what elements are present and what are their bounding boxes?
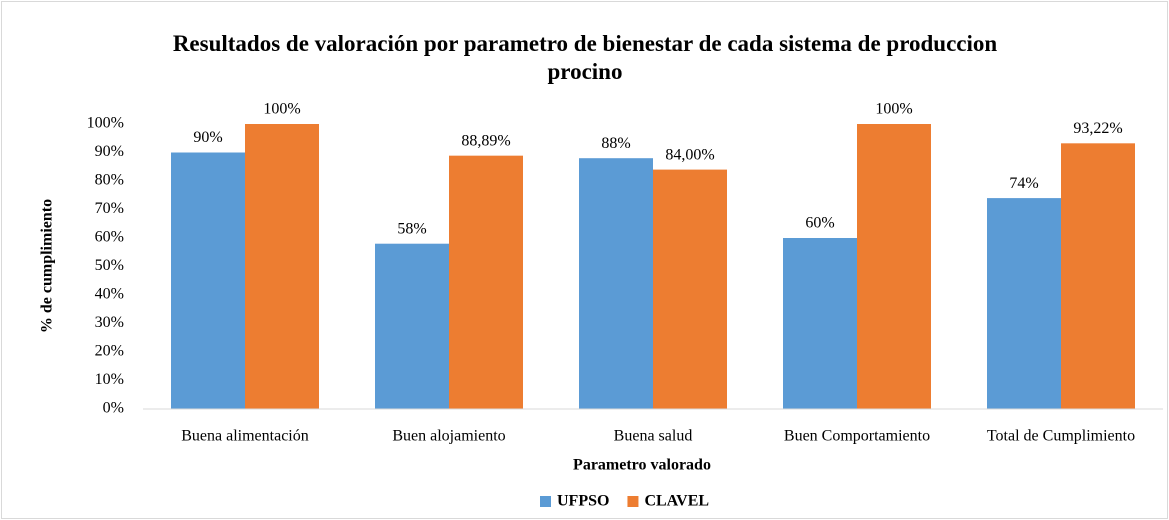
bar: [171, 152, 245, 409]
bar: [857, 124, 931, 409]
bar: [375, 243, 449, 409]
x-tick-label: Buena salud: [614, 428, 693, 445]
data-label: 74%: [1009, 175, 1038, 192]
y-axis-label: % de cumplimiento: [39, 199, 56, 333]
x-tick-label: Total de Cumplimiento: [987, 428, 1135, 445]
bar: [783, 238, 857, 409]
data-label: 100%: [875, 101, 912, 118]
legend-swatch: [627, 496, 639, 507]
y-tick-label: 100%: [87, 115, 124, 132]
x-axis-label: Parametro valorado: [573, 457, 711, 474]
bar: [653, 169, 727, 409]
chart-title: Resultados de valoración por parametro d…: [172, 31, 998, 84]
y-tick-label: 50%: [95, 257, 124, 274]
data-label: 88,89%: [461, 132, 510, 149]
x-tick-label: Buen alojamiento: [392, 428, 505, 445]
bar: [245, 124, 319, 409]
y-tick-label: 80%: [95, 172, 124, 189]
y-tick-label: 70%: [95, 200, 124, 217]
x-tick-label: Buena alimentación: [181, 428, 309, 445]
data-label: 84,00%: [665, 146, 714, 163]
y-tick-label: 40%: [95, 286, 124, 303]
y-tick-label: 30%: [95, 314, 124, 331]
data-label: 60%: [805, 215, 834, 232]
legend-swatch: [540, 496, 551, 507]
data-label: 88%: [601, 135, 630, 152]
legend-label: CLAVEL: [644, 493, 709, 510]
y-tick-label: 10%: [95, 371, 124, 388]
y-tick-label: 60%: [95, 229, 124, 246]
x-tick-label: Buen Comportamiento: [784, 428, 930, 445]
y-tick-label: 90%: [95, 143, 124, 160]
y-tick-label: 20%: [95, 343, 124, 360]
y-tick-label: 0%: [103, 400, 124, 417]
data-label: 100%: [263, 101, 300, 118]
bar: [579, 158, 653, 409]
bar: [1061, 143, 1135, 409]
legend-label: UFPSO: [557, 493, 609, 510]
data-label: 93,22%: [1073, 120, 1122, 137]
data-label: 58%: [397, 220, 426, 237]
bar: [987, 198, 1061, 409]
bar: [449, 155, 523, 409]
data-label: 90%: [193, 129, 222, 146]
